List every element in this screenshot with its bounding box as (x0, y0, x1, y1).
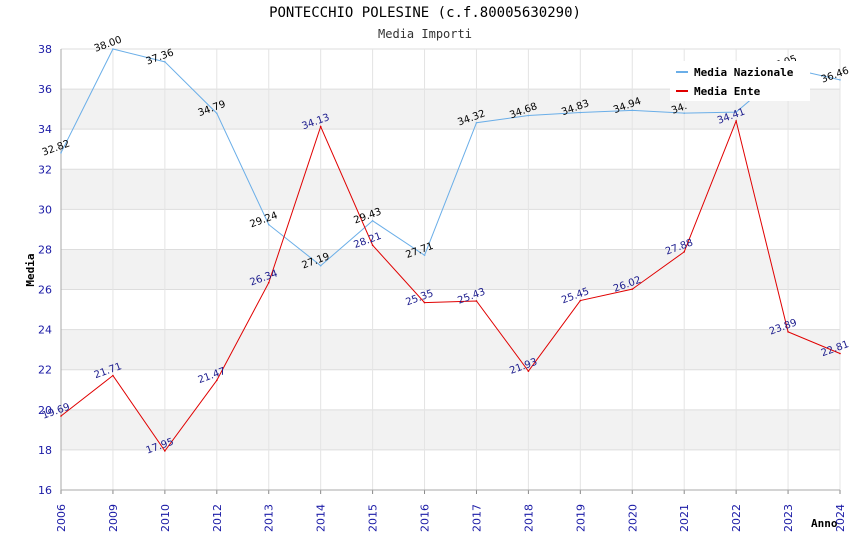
data-label: 34. (670, 101, 689, 117)
grid-band (61, 249, 840, 290)
data-point (631, 288, 634, 290)
data-point (267, 223, 270, 226)
series-media-nazionale (60, 48, 841, 267)
x-tick-label: 2020 (626, 504, 639, 532)
data-point (839, 79, 841, 81)
data-label: 32.82 (41, 138, 72, 158)
data-point (735, 120, 737, 122)
series-media-ente (60, 119, 841, 452)
data-point (112, 48, 114, 50)
data-point (319, 125, 322, 128)
y-tick-label: 38 (38, 43, 52, 56)
data-point (579, 111, 582, 114)
data-point (579, 299, 582, 302)
legend-item-label: Media Nazionale (694, 66, 794, 79)
series-line (60, 119, 841, 452)
series-line (60, 48, 841, 267)
y-tick-label: 16 (38, 484, 52, 497)
data-point (839, 352, 841, 355)
legend: Media Nazionale Media Ente (670, 61, 810, 101)
data-point (216, 379, 218, 382)
x-tick-label: 2010 (159, 504, 172, 532)
data-point (216, 112, 218, 115)
data-point (631, 109, 634, 112)
x-tick-label: 2019 (574, 504, 587, 532)
grid-band (61, 329, 840, 370)
data-point (164, 61, 166, 63)
chart-title: PONTECCHIO POLESINE (c.f.80005630290) (269, 5, 581, 21)
x-tick-label: 2014 (315, 504, 328, 532)
x-tick-label: 2016 (419, 504, 432, 532)
x-tick-label: 2023 (782, 504, 795, 532)
y-tick-label: 26 (38, 284, 52, 297)
data-point (475, 300, 478, 302)
data-point (371, 244, 374, 247)
x-tick-label: 2012 (211, 504, 224, 532)
data-point (527, 370, 530, 372)
x-tick-label: 2022 (730, 504, 743, 532)
data-point (60, 152, 62, 154)
y-tick-label: 30 (38, 203, 52, 216)
x-tick-label: 2018 (522, 504, 535, 532)
data-point (527, 114, 530, 117)
data-point (423, 254, 426, 257)
data-point (683, 251, 685, 253)
x-tick-label: 2009 (107, 504, 120, 532)
x-tick-label: 2015 (367, 504, 380, 532)
data-label: 38.00 (93, 35, 124, 55)
data-point (319, 264, 322, 267)
data-label: 25.35 (404, 288, 435, 308)
data-point (787, 331, 789, 333)
x-tick-label: 2024 (834, 504, 847, 532)
data-point (267, 281, 270, 284)
chart-subtitle: Media Importi (378, 27, 472, 41)
data-label: 37.36 (145, 47, 176, 67)
data-point (371, 219, 374, 222)
y-tick-label: 28 (38, 243, 52, 256)
y-tick-label: 18 (38, 444, 52, 457)
data-point (112, 374, 114, 377)
data-label: 36.46 (820, 65, 850, 85)
y-tick-label: 20 (38, 404, 52, 417)
legend-box (670, 61, 810, 101)
y-axis-label: Media (24, 253, 37, 286)
x-tick-label: 2006 (55, 504, 68, 532)
y-tick-label: 22 (38, 364, 52, 377)
data-point (164, 450, 166, 452)
data-point (475, 121, 478, 124)
data-point (735, 111, 737, 113)
x-tick-label: 2013 (263, 504, 276, 532)
grid-band (61, 409, 840, 450)
y-tick-label: 36 (38, 83, 52, 96)
data-point (60, 415, 62, 417)
legend-item-label: Media Ente (694, 85, 761, 98)
x-tick-label: 2021 (678, 504, 691, 532)
x-tick-label: 2017 (470, 504, 483, 532)
y-tick-label: 24 (38, 324, 52, 337)
data-point (683, 112, 685, 114)
y-tick-label: 32 (38, 163, 52, 176)
x-axis-label: Anno (811, 517, 838, 530)
y-tick-label: 34 (38, 123, 52, 136)
data-point (423, 301, 426, 304)
